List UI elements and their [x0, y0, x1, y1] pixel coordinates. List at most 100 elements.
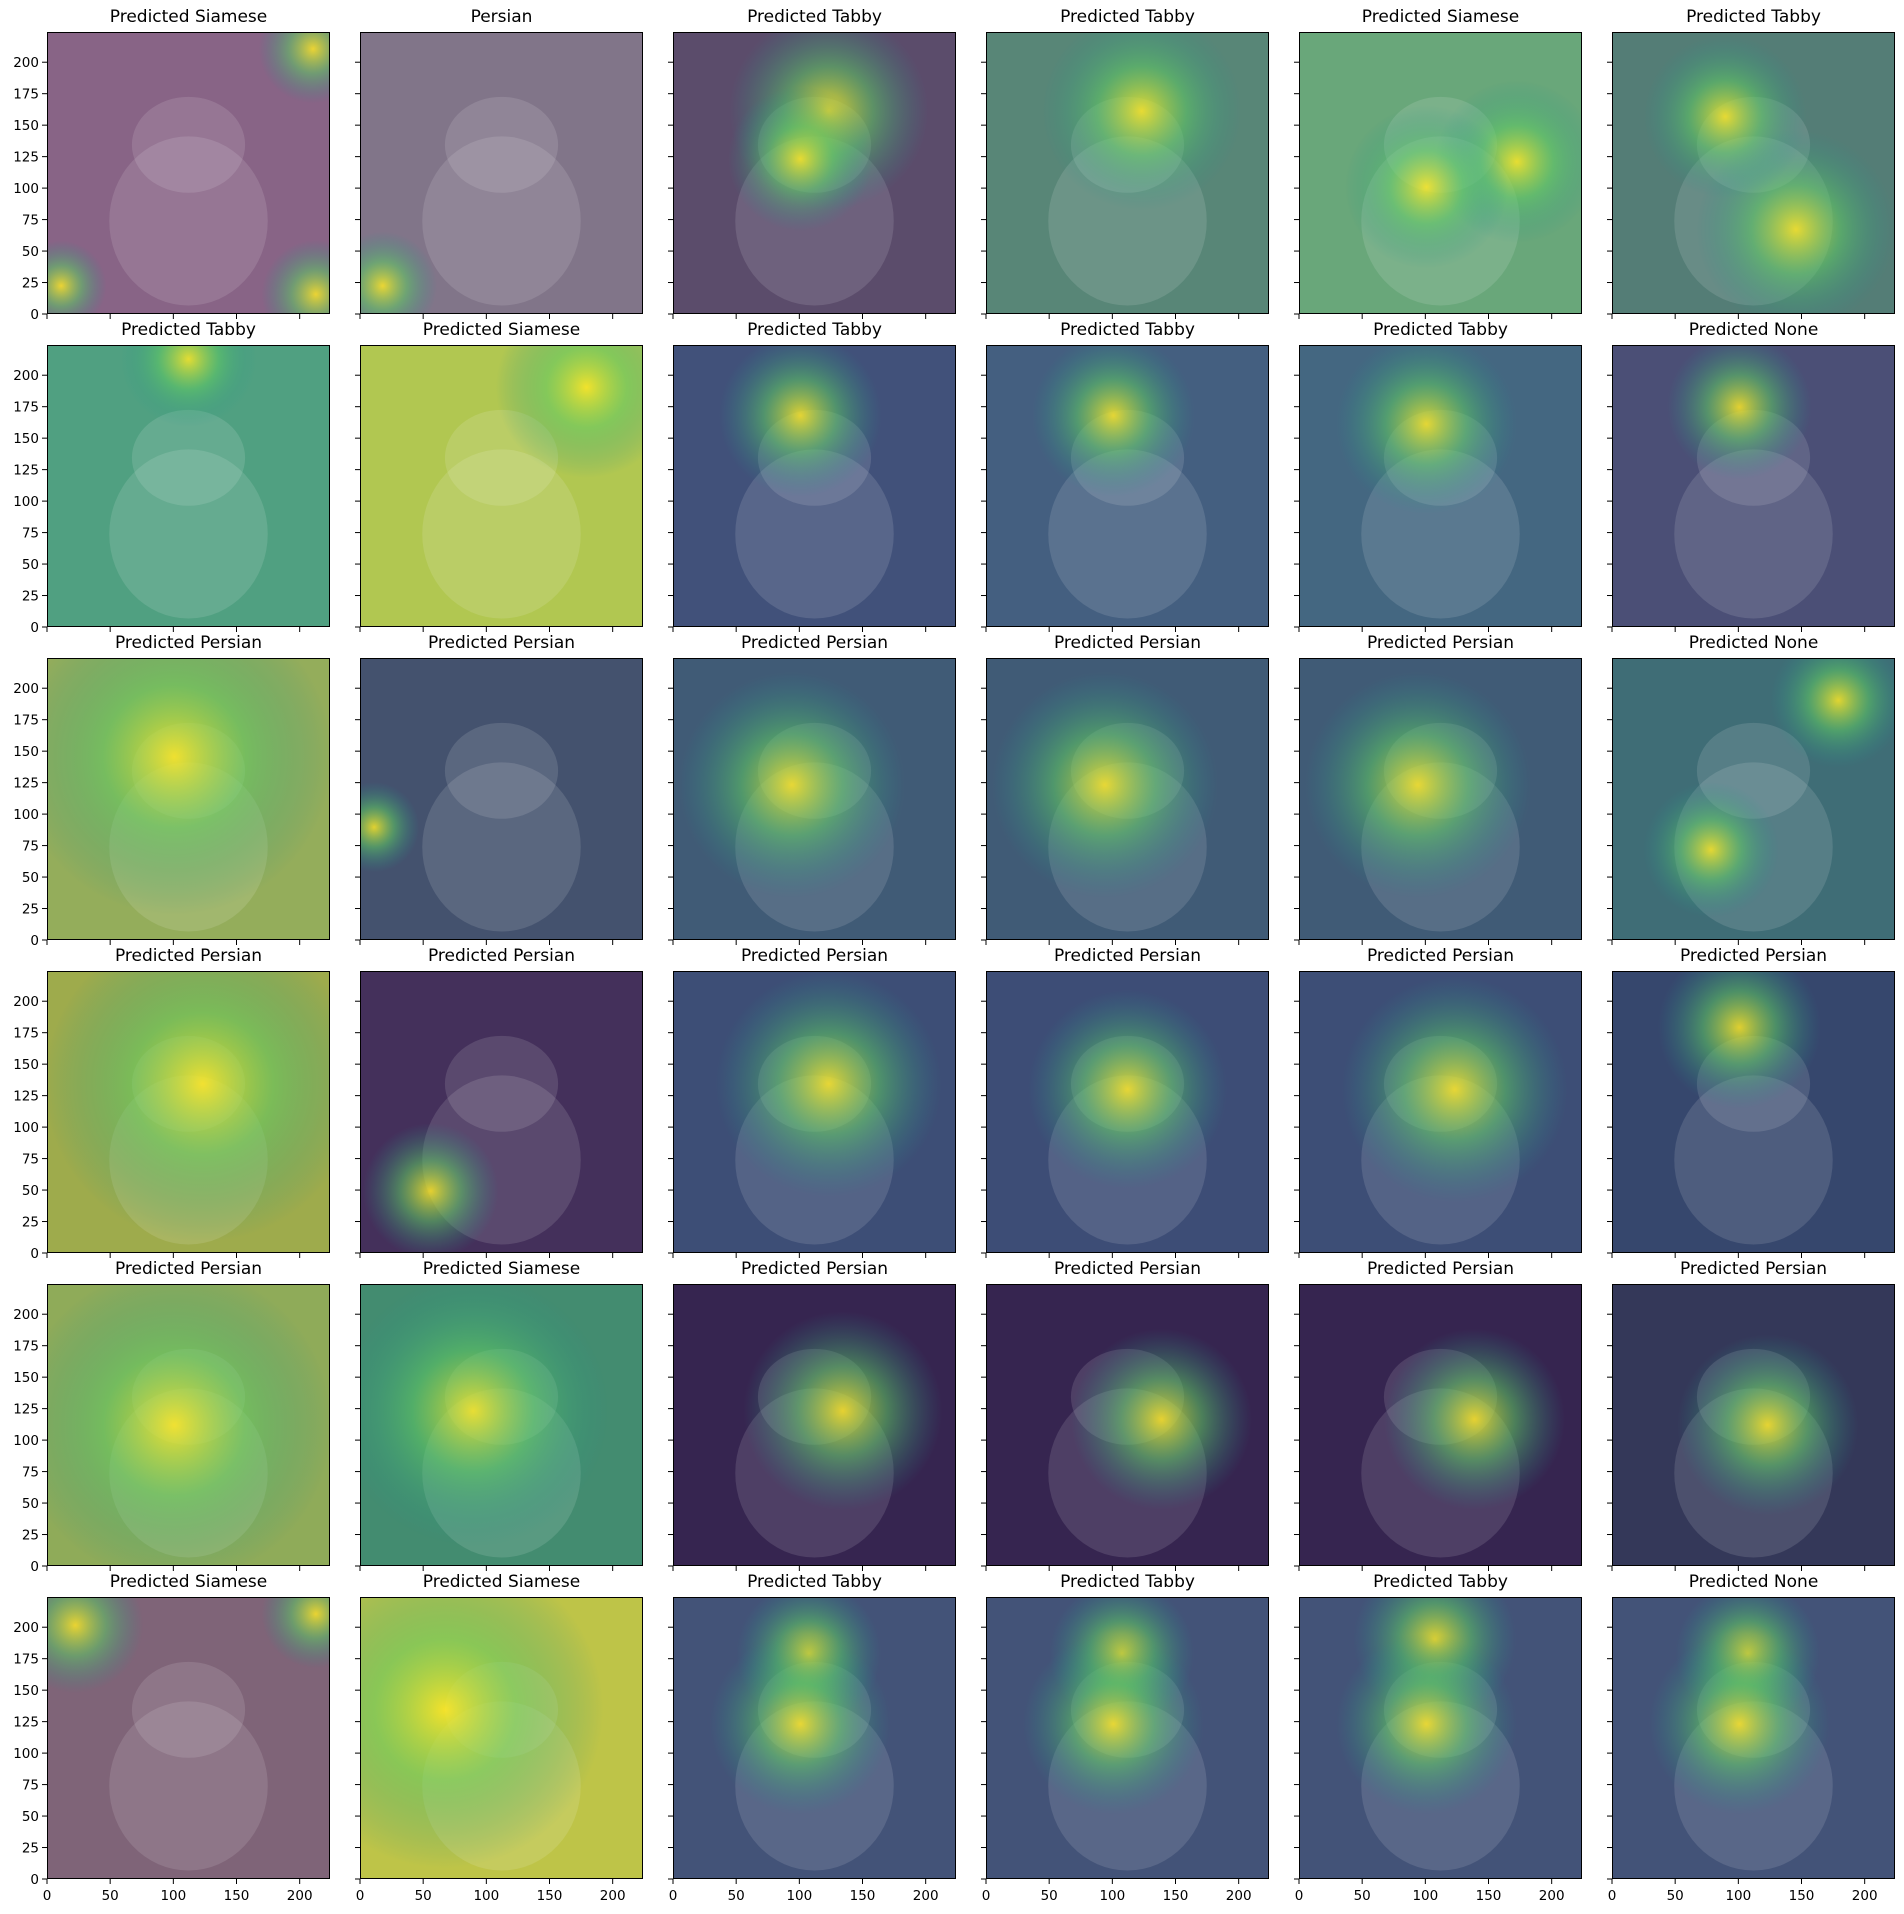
y-tick-label: 150	[13, 1370, 39, 1386]
panel-r6-c2: Predicted Siamese 0 50 100 150 200	[355, 1572, 643, 1904]
axes-frame	[1299, 345, 1582, 627]
panel-title: Predicted Persian	[741, 633, 888, 653]
axes-frame	[673, 971, 956, 1253]
activation-hotspot	[1335, 1633, 1517, 1815]
y-tick-label: 75	[22, 526, 39, 542]
activation-hotspot	[1677, 1334, 1859, 1516]
panel-r5-c2: Predicted Siamese	[355, 1259, 643, 1571]
heatmap-image	[986, 345, 1269, 627]
panel-r6-c6: Predicted None 0 50 100 150 200	[1607, 1572, 1895, 1904]
panel-title: Predicted Siamese	[423, 1572, 580, 1592]
panel-r3-c4: Predicted Persian	[981, 633, 1269, 945]
y-tick-label: 175	[13, 1652, 39, 1668]
y-tick-label: 50	[22, 1183, 39, 1199]
heatmap-image	[673, 658, 956, 940]
axes-frame	[986, 1597, 1269, 1879]
panel-r5-c5: Predicted Persian	[1294, 1259, 1582, 1571]
axes-frame	[986, 971, 1269, 1253]
activation-hotspot	[360, 781, 420, 873]
panel-r5-c4: Predicted Persian	[981, 1259, 1269, 1571]
y-tick-label: 25	[22, 1528, 39, 1544]
panel-title: Predicted Persian	[428, 946, 575, 966]
panel-title: Predicted Tabby	[1060, 7, 1195, 27]
axes-frame	[1612, 1597, 1895, 1879]
activation-hotspot	[718, 345, 882, 497]
activation-hotspot	[47, 240, 107, 314]
x-tick-label: 150	[1476, 1888, 1502, 1904]
axes-frame	[1612, 971, 1895, 1253]
panel-r1-c5: Predicted Siamese	[1294, 7, 1582, 319]
heatmap-image	[673, 345, 956, 627]
axes-frame	[1299, 971, 1582, 1253]
y-tick-label: 200	[13, 994, 39, 1010]
heatmap-image	[47, 32, 330, 314]
y-tick-label: 200	[13, 1620, 39, 1636]
panel-r2-c2: Predicted Siamese	[355, 320, 643, 632]
cat-head	[444, 96, 559, 193]
panel-r2-c3: Predicted Tabby	[668, 320, 956, 632]
activation-hotspot	[1648, 1633, 1830, 1815]
panel-title: Predicted Tabby	[747, 7, 882, 27]
panel-r2-c1: Predicted Tabby 0 25 50 75 100 125 150 175 200	[13, 320, 330, 636]
activation-hotspot	[360, 1284, 609, 1547]
activation-hotspot	[1666, 345, 1812, 480]
x-tick-label: 150	[1789, 1888, 1815, 1904]
y-tick-label: 100	[13, 494, 39, 510]
axes-frame	[360, 658, 643, 940]
activation-hotspot	[120, 345, 257, 427]
axes-frame	[1612, 1284, 1895, 1566]
panel-title: Predicted Tabby	[747, 1572, 882, 1592]
x-tick-label: 100	[1725, 1888, 1751, 1904]
heatmap-image	[1612, 1597, 1895, 1879]
panel-r5-c6: Predicted Persian	[1607, 1259, 1895, 1571]
activation-hotspot	[360, 1597, 604, 1869]
x-tick-label: 200	[913, 1888, 939, 1904]
x-tick-label: 50	[1354, 1888, 1371, 1904]
activation-hotspot	[360, 231, 437, 314]
axes-frame	[47, 1597, 330, 1879]
y-tick-label: 75	[22, 213, 39, 229]
x-tick-label: 200	[1852, 1888, 1878, 1904]
x-tick-label: 50	[1667, 1888, 1684, 1904]
axes-frame	[47, 971, 330, 1253]
y-tick-label: 75	[22, 1778, 39, 1794]
activation-hotspot	[1022, 1633, 1204, 1815]
panel-title: Predicted Tabby	[121, 320, 256, 340]
heatmap-image	[360, 345, 643, 627]
heatmap-image	[47, 1284, 330, 1566]
heatmap-image	[360, 971, 643, 1253]
axes-frame	[47, 1284, 330, 1566]
axes-frame	[1612, 32, 1895, 314]
x-tick-label: 200	[600, 1888, 626, 1904]
cat-body	[422, 449, 581, 619]
y-tick-label: 25	[22, 1215, 39, 1231]
panel-title: Predicted Tabby	[1686, 7, 1821, 27]
panel-title: Predicted Persian	[428, 633, 575, 653]
panel-title: Predicted Tabby	[1060, 320, 1195, 340]
panel-r1-c4: Predicted Tabby	[981, 7, 1269, 319]
y-tick-label: 125	[13, 463, 39, 479]
heatmap-image	[1299, 345, 1582, 627]
y-tick-label: 75	[22, 839, 39, 855]
axes-frame	[360, 1597, 643, 1879]
heatmap-image	[47, 971, 330, 1253]
activation-hotspot	[47, 1284, 330, 1566]
panel-r4-c1: Predicted Persian 0 25 50 75 100 125 150 175 200	[13, 946, 330, 1262]
y-tick-label: 200	[13, 55, 39, 71]
panel-title: Predicted Tabby	[1060, 1572, 1195, 1592]
heatmap-image	[673, 971, 956, 1253]
axes-frame	[360, 971, 643, 1253]
activation-hotspot	[47, 658, 330, 916]
activation-hotspot	[47, 971, 330, 1243]
panel-title: Predicted Persian	[1054, 946, 1201, 966]
y-tick-label: 100	[13, 181, 39, 197]
x-tick-label: 0	[1608, 1888, 1617, 1904]
y-tick-label: 25	[22, 1841, 39, 1857]
activation-hotspot	[1643, 35, 1807, 199]
panel-r5-c1: Predicted Persian 0 25 50 75 100 125 150 175 200	[13, 1259, 330, 1575]
panel-r6-c4: Predicted Tabby 0 50 100 150 200	[981, 1572, 1269, 1904]
panel-title: Predicted Tabby	[747, 320, 882, 340]
y-tick-label: 100	[13, 807, 39, 823]
panel-title: Predicted Persian	[115, 1259, 262, 1279]
panel-r1-c1: Predicted Siamese 0 25 50 75 100 125 150 175 200	[13, 7, 330, 323]
